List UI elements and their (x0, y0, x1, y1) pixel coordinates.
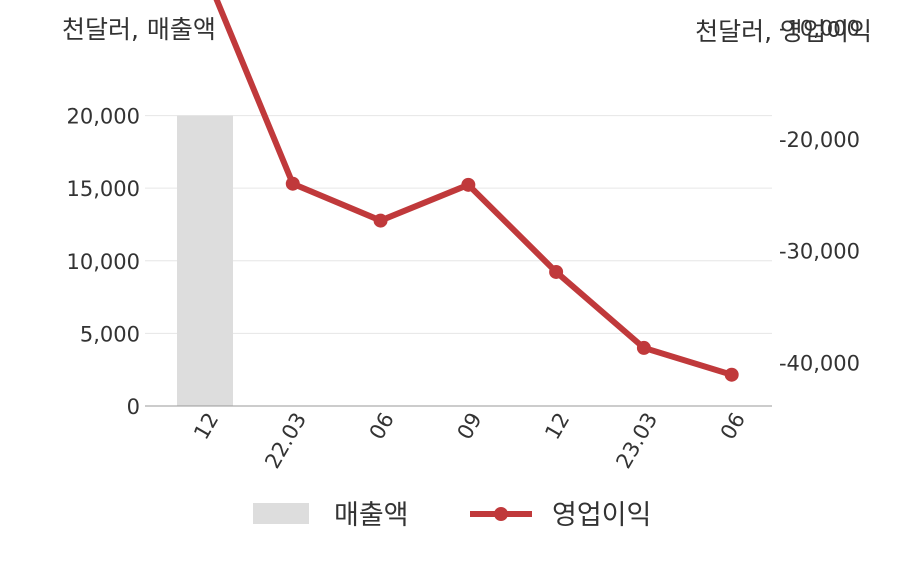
right-tick-label: -30,000 (779, 240, 860, 264)
line-series (213, 0, 739, 382)
x-tick-label: 06 (716, 409, 750, 444)
x-tick-label: 23.03 (611, 409, 662, 473)
legend: 매출액 영업이익 (253, 500, 651, 531)
x-tick-label: 22.03 (260, 409, 311, 473)
gridlines (145, 115, 772, 334)
bar-series (177, 115, 233, 406)
x-tick-label: 09 (453, 409, 487, 444)
x-tick-label: 06 (365, 409, 399, 444)
operating-income-point (285, 176, 300, 191)
bar (177, 115, 233, 406)
left-axis-unit-label: 천달러, 매출액 (62, 15, 216, 44)
left-axis-ticks: 0 5,000 10,000 15,000 20,000 (67, 105, 140, 419)
right-tick-label: -10,000 (779, 16, 860, 40)
x-axis-ticks: 12 22.03 06 09 12 23.03 06 (189, 409, 750, 473)
x-tick-label: 12 (189, 409, 223, 444)
left-tick-label: 5,000 (80, 322, 140, 346)
left-tick-label: 0 (127, 395, 140, 419)
left-tick-label: 10,000 (67, 250, 140, 274)
legend-swatch-revenue (253, 503, 309, 524)
legend-swatch-operating-income-dot (494, 507, 508, 521)
operating-income-point (549, 264, 564, 279)
right-tick-label: -40,000 (779, 351, 860, 375)
operating-income-point (461, 177, 476, 192)
right-axis-unit-label: 천달러, 영업이익 (695, 17, 872, 46)
left-tick-label: 15,000 (67, 177, 140, 201)
legend-label-operating-income: 영업이익 (552, 500, 651, 531)
operating-income-point (724, 367, 739, 382)
legend-label-revenue: 매출액 (334, 500, 409, 531)
operating-income-point (373, 213, 388, 228)
right-axis-ticks: -10,000 -20,000 -30,000 -40,000 (779, 16, 860, 375)
x-tick-label: 12 (540, 409, 574, 444)
operating-income-point (636, 340, 651, 355)
left-tick-label: 20,000 (67, 105, 140, 129)
right-tick-label: -20,000 (779, 128, 860, 152)
